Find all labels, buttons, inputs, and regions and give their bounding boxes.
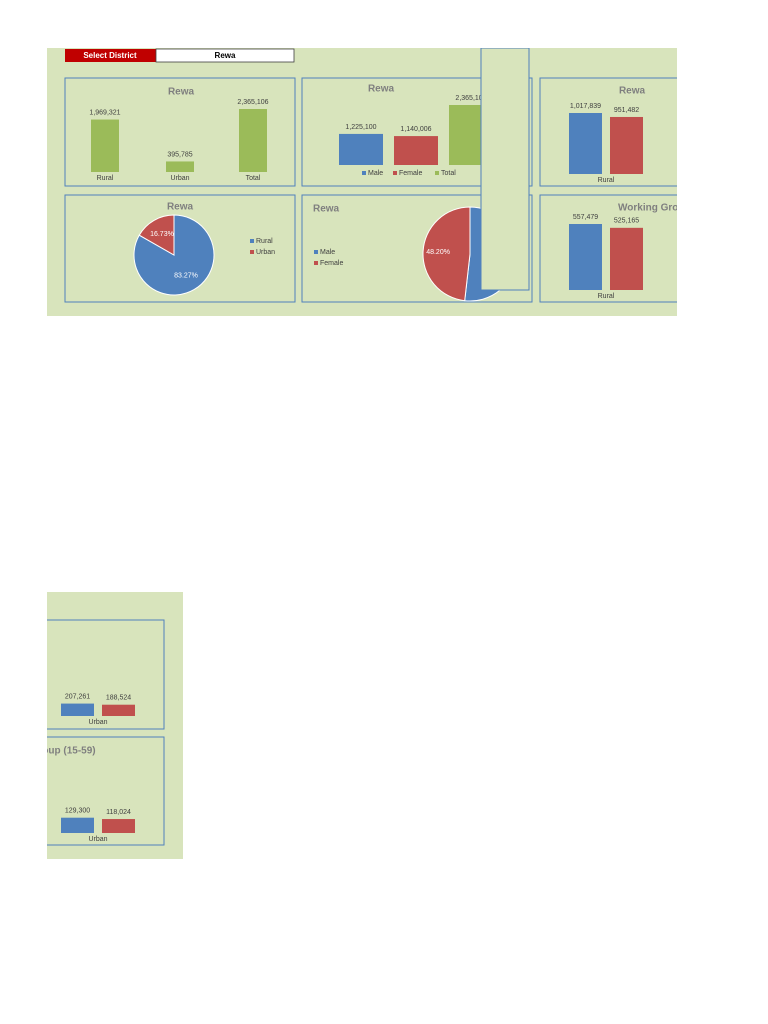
bar (91, 119, 119, 172)
chart-title: Working Group (15-59) (618, 203, 726, 214)
x-tick-label: Total (246, 175, 261, 182)
legend-label: Female (399, 170, 422, 177)
chart-frame (301, 77, 533, 187)
pie-slice (422, 206, 471, 302)
chart-frame (539, 194, 677, 303)
bar (394, 136, 438, 165)
chart-title: Rewa (313, 204, 340, 215)
data-label: 118,024 (106, 809, 131, 816)
x-tick-label: Urban (88, 719, 107, 726)
legend-label: Total (441, 170, 456, 177)
legend-swatch (250, 250, 254, 254)
data-label: 129,300 (65, 808, 90, 815)
selector-label: Select District (83, 51, 137, 60)
sheet-fragment (47, 592, 183, 859)
x-tick-label: Urban (88, 836, 107, 843)
bar (102, 704, 135, 716)
legend-swatch (393, 171, 397, 175)
x-tick-label: Rural (598, 177, 615, 184)
chart-frame (64, 194, 296, 303)
legend-label: Urban (256, 249, 275, 256)
x-tick-label: Urban (170, 175, 189, 182)
bar (339, 133, 383, 165)
legend-swatch (314, 250, 318, 254)
chart-frame (301, 194, 533, 303)
x-tick-label: Rural (598, 293, 615, 300)
bar (239, 109, 267, 172)
chart-frame (47, 619, 165, 730)
chart-title: Rewa (168, 87, 195, 98)
data-label: 557,479 (573, 214, 598, 221)
legend-swatch (314, 261, 318, 265)
selector-box[interactable] (155, 48, 295, 63)
chart-frame (47, 736, 165, 846)
x-tick-label: Rural (97, 175, 114, 182)
data-label: 395,785 (167, 151, 192, 158)
fragment-panel: 207,261 188,524 Urban Working Group (15-59)… (0, 619, 165, 846)
data-label: 1,017,839 (570, 103, 601, 110)
chart-title: Rewa (368, 84, 395, 95)
data-label: 1,225,100 (345, 124, 376, 131)
bar (610, 116, 643, 174)
chart-frame (64, 77, 296, 187)
bar (569, 224, 602, 290)
data-label: 48.20% (426, 249, 450, 256)
chart-title: Rewa (619, 86, 646, 97)
data-label: 951,482 (614, 107, 639, 114)
selector-label-box (65, 49, 156, 62)
chart-title: Rewa (167, 202, 194, 213)
bar (102, 819, 135, 833)
data-label: 188,524 (106, 695, 131, 702)
bar (166, 161, 194, 172)
legend-label: Rural (256, 238, 273, 245)
data-label: 1,969,321 (89, 109, 120, 116)
legend-label: Male (320, 249, 335, 256)
legend-label: Female (320, 260, 343, 267)
main-panel: Rewa 1,969,321 Rural 395,785 Urban 2,365,106 T… (64, 48, 726, 303)
overlay-panel (480, 48, 530, 291)
bar (610, 227, 643, 290)
bar (61, 817, 94, 833)
legend-swatch (362, 171, 366, 175)
legend-label: Male (368, 170, 383, 177)
data-label: 2,365,106 (237, 99, 268, 106)
data-label: 83.27% (174, 273, 198, 280)
data-label: 1,140,006 (400, 126, 431, 133)
data-label: 207,261 (65, 693, 90, 700)
pie-slice (138, 214, 175, 256)
legend-swatch (435, 171, 439, 175)
selector-value[interactable]: Rewa (215, 51, 236, 60)
data-label: 16.73% (150, 231, 174, 238)
bar (61, 703, 94, 716)
data-label: 2,365,106 (455, 95, 486, 102)
chart-frame (539, 77, 677, 187)
chart-title: Working Group (15-59) (0, 746, 96, 757)
data-label: 525,165 (614, 218, 639, 225)
bar (569, 113, 602, 174)
legend-swatch (250, 239, 254, 243)
